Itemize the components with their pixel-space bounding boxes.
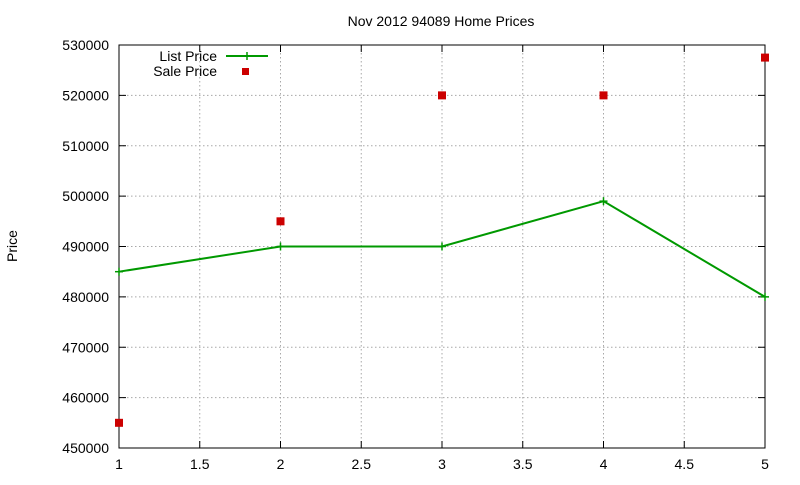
list-price-point bbox=[761, 292, 769, 301]
series-layer bbox=[115, 53, 769, 427]
y-tick-label: 510000 bbox=[62, 138, 109, 154]
sale-price-point bbox=[761, 53, 769, 62]
list-price-point bbox=[438, 242, 446, 251]
x-tick-label: 5 bbox=[761, 456, 769, 472]
x-tick-label: 4 bbox=[600, 456, 608, 472]
y-tick-label: 530000 bbox=[62, 37, 109, 53]
legend-marker-sale-price bbox=[242, 68, 249, 75]
y-tick-label: 480000 bbox=[62, 289, 109, 305]
y-tick-label: 460000 bbox=[62, 390, 109, 406]
y-axis-label: Price bbox=[4, 230, 20, 262]
list-price-point bbox=[599, 197, 608, 206]
sale-price-point bbox=[276, 217, 285, 226]
y-tick-label: 500000 bbox=[62, 188, 109, 204]
x-tick-label: 1 bbox=[115, 456, 123, 472]
sale-price-point bbox=[115, 418, 123, 427]
y-tick-label: 450000 bbox=[62, 440, 109, 456]
x-tick-label: 3 bbox=[438, 456, 446, 472]
legend: List Price Sale Price bbox=[153, 48, 268, 79]
list-price-point bbox=[276, 242, 285, 251]
x-tick-label: 4.5 bbox=[675, 456, 695, 472]
legend-marker-list-price bbox=[243, 52, 251, 60]
y-tick-label: 470000 bbox=[62, 339, 109, 355]
x-tick-label: 2.5 bbox=[352, 456, 372, 472]
x-tick-label: 3.5 bbox=[513, 456, 533, 472]
y-tick-label: 520000 bbox=[62, 87, 109, 103]
x-tick-label: 2 bbox=[277, 456, 285, 472]
sale-price-point bbox=[438, 91, 446, 100]
legend-label-sale-price: Sale Price bbox=[153, 63, 217, 79]
x-tick-label: 1.5 bbox=[190, 456, 210, 472]
legend-plus bbox=[243, 52, 251, 60]
legend-label-list-price: List Price bbox=[159, 48, 217, 64]
list-price-point bbox=[115, 267, 123, 276]
sale-price-point bbox=[599, 91, 608, 100]
axis-ticks: 1 1.5 2 2.5 3 3.5 4 4.5 5 450000 460000 470000 48000… bbox=[62, 37, 769, 472]
chart-title: Nov 2012 94089 Home Prices bbox=[348, 13, 535, 29]
y-tick-label: 490000 bbox=[62, 239, 109, 255]
